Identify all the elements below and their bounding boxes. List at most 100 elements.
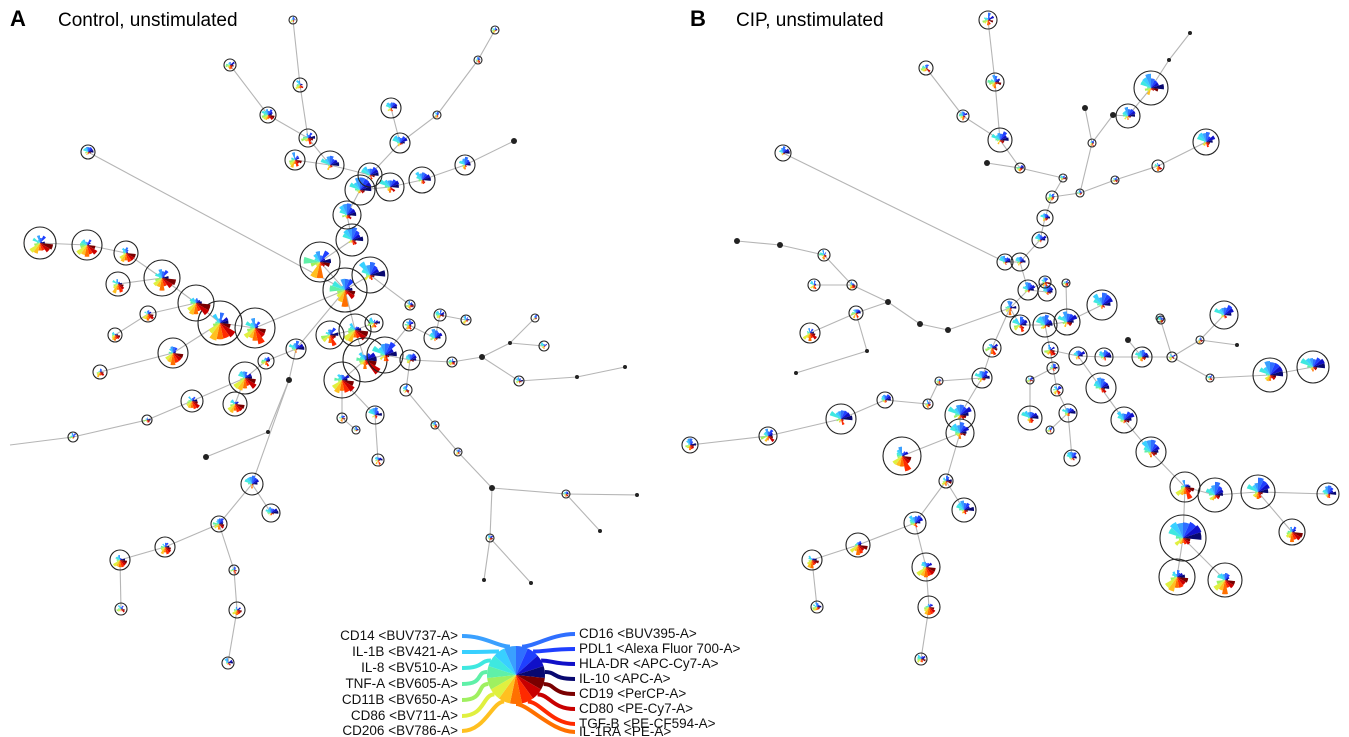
legend-connector-left [461, 699, 505, 733]
panel-b-node [987, 127, 1013, 153]
panel-a-edge [518, 376, 578, 382]
panel-b-node [1045, 190, 1059, 204]
panel-b-node [1195, 335, 1205, 345]
panel-a-node [408, 166, 436, 194]
panel-a-node-small [508, 341, 512, 345]
legend-label-il8: IL-8 <BV510-A> [361, 660, 458, 675]
panel-b-node [1207, 562, 1243, 598]
legend-pie-slice [516, 675, 545, 690]
panel-a-node [257, 352, 275, 370]
panel-a-node [432, 110, 442, 120]
panel-a-node [404, 299, 416, 311]
panel-a-edge [72, 419, 148, 438]
panel-a-node [109, 549, 131, 571]
panel-a-edge [565, 493, 601, 532]
legend-connector-right [543, 681, 576, 696]
panel-a-edge [292, 19, 301, 86]
panel-a-edge [457, 451, 493, 489]
panel-b-node [1159, 514, 1207, 562]
legend-label-cd11b: CD11B <BV650-A> [342, 692, 458, 707]
panel-b-node [1110, 175, 1120, 185]
panel-b-node [918, 60, 934, 76]
marker-legend: CD14 <BUV737-A> IL-1B <BV421-A> IL-8 <BV… [340, 626, 740, 737]
panel-b-edge [914, 522, 927, 568]
panel-b-edge [1084, 107, 1093, 144]
panel-a-edge [344, 289, 356, 331]
panel-b-node-small [917, 321, 923, 327]
panel-a-node [423, 326, 447, 350]
panel-b-node [1209, 300, 1239, 330]
panel-a-node [143, 259, 181, 297]
panel-b-node-small [1125, 337, 1131, 343]
panel-a-edge [319, 239, 353, 263]
panel-a-node [298, 128, 318, 148]
panel-b-edge [689, 435, 769, 446]
legend-connector-left [461, 634, 511, 649]
panel-a-node [351, 425, 361, 435]
panel-a-edge [227, 609, 238, 664]
panel-b-edge [887, 301, 921, 325]
legend-label-cd86: CD86 <BV711-A> [351, 708, 458, 723]
panel-b-node [1061, 278, 1071, 288]
panel-a-node [433, 308, 447, 322]
legend-label-cd16: CD16 <BUV395-A> [579, 626, 697, 641]
panel-b-edge [920, 606, 930, 660]
panel-b-node [774, 144, 792, 162]
panel-a-node-small [266, 430, 270, 434]
panel-a-edge [218, 523, 235, 571]
panel-a-node [402, 318, 416, 332]
panel-b-edge [999, 139, 1021, 169]
panel-a-node [490, 25, 500, 35]
panel-b-edge [736, 240, 781, 246]
panel-b-node [922, 398, 934, 410]
panel-b-node [1094, 347, 1114, 367]
panel-a-edge [434, 424, 459, 453]
panel-b-node [825, 403, 857, 435]
panel-a-edge [87, 151, 346, 291]
panel-b-node-small [777, 242, 783, 248]
panel-a-letter: A [10, 6, 26, 31]
panel-b-edge [1052, 367, 1058, 391]
panel-a-edge [191, 377, 246, 402]
panel-b-edge [1049, 349, 1079, 357]
legend-pie-key [487, 646, 545, 704]
panel-a-node [538, 340, 550, 352]
legend-pie-slice [494, 648, 516, 675]
panel-b-node [817, 248, 831, 262]
panel-a-node [335, 223, 369, 257]
panel-b-node [1156, 315, 1166, 325]
legend-label-tnfa: TNF-A <BV605-A> [345, 676, 458, 691]
panel-b-node [1041, 341, 1059, 359]
panel-a-node [364, 313, 384, 333]
panel-b-edge [1019, 167, 1064, 179]
panel-a-edge [229, 64, 269, 116]
panel-a-edge [288, 348, 297, 381]
legend-connector-right [515, 702, 576, 734]
panel-b-node-small [1167, 58, 1171, 62]
panel-b-edge [994, 81, 1001, 141]
panel-b-node [1025, 375, 1035, 385]
panel-a-node [473, 55, 483, 65]
panel-b-edge [1209, 374, 1271, 379]
panel-a-edge [9, 436, 74, 446]
panel-b-node [934, 376, 944, 386]
panel-b-node [1036, 209, 1054, 227]
panel-a-edge [491, 487, 567, 495]
panel-b-node [1075, 188, 1085, 198]
panel-b-node [876, 391, 894, 409]
panel-b-edge [884, 399, 929, 405]
panel-a-edge [341, 417, 357, 431]
panel-b-edge [779, 244, 825, 256]
panel-a-node [221, 656, 235, 670]
panel-b-node [1045, 425, 1055, 435]
legend-label-tgfb: TGF-B <PE-CF594-A> [579, 716, 716, 731]
panel-a-edge [319, 261, 346, 291]
panel-a-edge [164, 523, 220, 548]
panel-b-edge [991, 307, 1011, 349]
legend-label-pdl1: PDL1 <Alexa Fluor 700-A> [579, 641, 740, 656]
panel-b-node [1110, 406, 1138, 434]
panel-b-node [1068, 346, 1088, 366]
panel-b-edge [945, 432, 961, 482]
panel-a-edge [405, 389, 436, 426]
